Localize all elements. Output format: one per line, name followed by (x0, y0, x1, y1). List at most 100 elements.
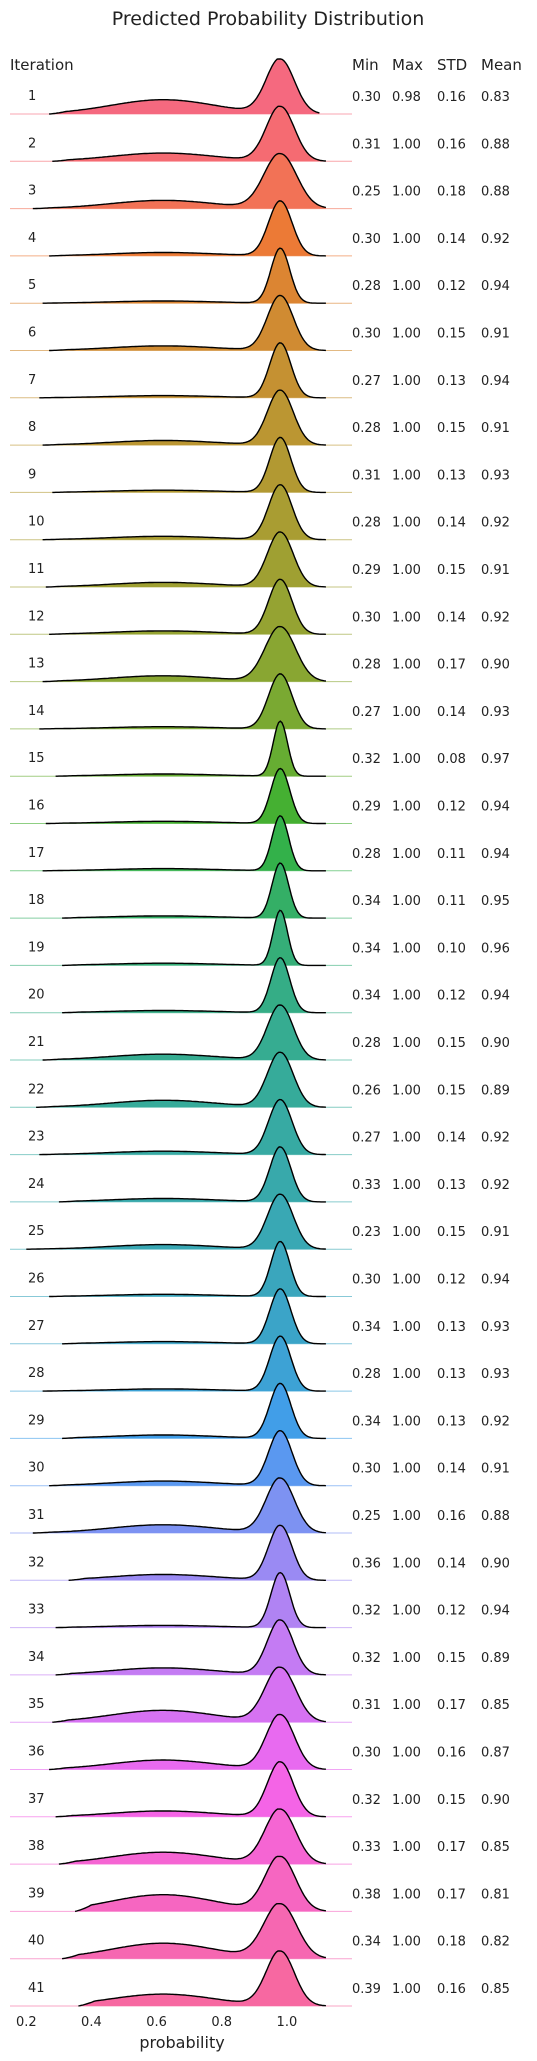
ridge-fill-25 (26, 1194, 326, 1250)
iteration-label: 9 (28, 467, 36, 482)
ridge-fill-33 (55, 1572, 326, 1628)
stat-std: 0.14 (437, 610, 466, 625)
stat-min: 0.30 (352, 232, 381, 247)
stat-std: 0.15 (437, 563, 466, 578)
stat-min: 0.28 (352, 1036, 381, 1051)
stat-mean: 0.94 (481, 847, 510, 862)
stat-mean: 0.89 (481, 1651, 510, 1666)
ridge-outline-10 (42, 483, 326, 541)
stat-max: 1.00 (392, 800, 421, 815)
iteration-label: 4 (28, 231, 36, 246)
ridge-outline-36 (49, 1713, 326, 1771)
stat-max: 1.00 (392, 941, 421, 956)
stat-std: 0.16 (437, 1746, 466, 1761)
iteration-label: 33 (28, 1603, 45, 1618)
ridge-outline-26 (49, 1240, 326, 1298)
stat-mean: 0.94 (481, 279, 510, 294)
ridge-fill-29 (62, 1383, 326, 1439)
stat-mean: 0.91 (481, 563, 510, 578)
stat-header-max: Max (392, 56, 423, 74)
stat-max: 1.00 (392, 1840, 421, 1855)
stat-mean: 0.90 (481, 658, 510, 673)
stat-max: 1.00 (392, 1746, 421, 1761)
stat-max: 1.00 (392, 1273, 421, 1288)
iteration-label: 24 (28, 1177, 45, 1192)
ridge-outline-34 (55, 1619, 326, 1676)
stat-mean: 0.82 (481, 1935, 510, 1950)
ridge-fill-37 (55, 1761, 326, 1817)
stat-min: 0.28 (352, 658, 381, 673)
ridge-fill-6 (49, 295, 326, 351)
stat-std: 0.15 (437, 1651, 466, 1666)
ridge-outline-2 (52, 105, 326, 162)
stat-max: 1.00 (392, 610, 421, 625)
stat-std: 0.13 (437, 1367, 466, 1382)
ridge-fill-7 (39, 342, 326, 398)
stat-min: 0.31 (352, 1698, 381, 1713)
ridge-fill-22 (36, 1052, 326, 1108)
ridge-outline-25 (26, 1193, 326, 1250)
ridge-outline-6 (49, 294, 326, 352)
stat-std: 0.16 (437, 1509, 466, 1524)
stat-max: 1.00 (392, 232, 421, 247)
ridge-fill-36 (49, 1714, 326, 1770)
stat-std: 0.12 (437, 800, 466, 815)
stat-min: 0.28 (352, 421, 381, 436)
stat-mean: 0.89 (481, 1083, 510, 1098)
stat-max: 1.00 (392, 1367, 421, 1382)
stat-min: 0.34 (352, 1935, 381, 1950)
ridge-fill-13 (42, 626, 326, 682)
ridge-fill-15 (55, 721, 326, 777)
iteration-label: 8 (28, 420, 36, 435)
stat-max: 1.00 (392, 1320, 421, 1335)
stat-std: 0.18 (437, 185, 466, 200)
ridge-fill-31 (32, 1478, 326, 1533)
stat-mean: 0.81 (481, 1887, 510, 1902)
iteration-label: 22 (28, 1082, 45, 1097)
stat-mean: 0.90 (481, 1036, 510, 1051)
stat-std: 0.17 (437, 658, 466, 673)
stat-mean: 0.88 (481, 1509, 510, 1524)
stat-min: 0.29 (352, 563, 381, 578)
stat-max: 1.00 (392, 1414, 421, 1429)
ridge-fill-10 (42, 484, 326, 540)
stat-min: 0.28 (352, 847, 381, 862)
stat-mean: 0.90 (481, 1793, 510, 1808)
ridge-fill-23 (39, 1099, 326, 1155)
stat-std: 0.10 (437, 941, 466, 956)
ridge-fill-20 (62, 957, 326, 1013)
stat-max: 1.00 (392, 1793, 421, 1808)
x-axis: 0.2 0.4 0.6 0.8 1.0 (16, 2015, 297, 2030)
stat-min: 0.34 (352, 1414, 381, 1429)
ridge-outline-35 (52, 1666, 326, 1723)
stat-min: 0.26 (352, 1083, 381, 1098)
x-tick-label: 1.0 (277, 2015, 298, 2030)
ridge-fill-2 (52, 106, 326, 162)
iteration-label: 13 (28, 657, 45, 672)
stat-std: 0.17 (437, 1698, 466, 1713)
iteration-label: 36 (28, 1745, 45, 1760)
stat-mean: 0.94 (481, 1604, 510, 1619)
stat-max: 1.00 (392, 989, 421, 1004)
stat-min: 0.38 (352, 1887, 381, 1902)
iteration-label: 16 (28, 799, 45, 814)
iteration-label: 23 (28, 1130, 45, 1145)
stat-mean: 0.97 (481, 752, 510, 767)
ridge-fill-8 (42, 390, 326, 446)
stat-min: 0.30 (352, 1273, 381, 1288)
stat-std: 0.15 (437, 1083, 466, 1098)
stat-mean: 0.92 (481, 516, 510, 531)
stat-std: 0.15 (437, 1036, 466, 1051)
x-tick-label: 0.6 (146, 2015, 167, 2030)
iteration-label: 30 (28, 1461, 45, 1476)
stat-min: 0.25 (352, 1509, 381, 1524)
stat-std: 0.11 (437, 847, 466, 862)
stat-max: 1.00 (392, 563, 421, 578)
iteration-label: 11 (28, 562, 45, 577)
stat-min: 0.34 (352, 1320, 381, 1335)
stat-std: 0.14 (437, 232, 466, 247)
iteration-label: 2 (28, 136, 36, 151)
stat-min: 0.31 (352, 137, 381, 152)
chart-title: Predicted Probability Distribution (112, 8, 425, 30)
stat-std: 0.14 (437, 516, 466, 531)
